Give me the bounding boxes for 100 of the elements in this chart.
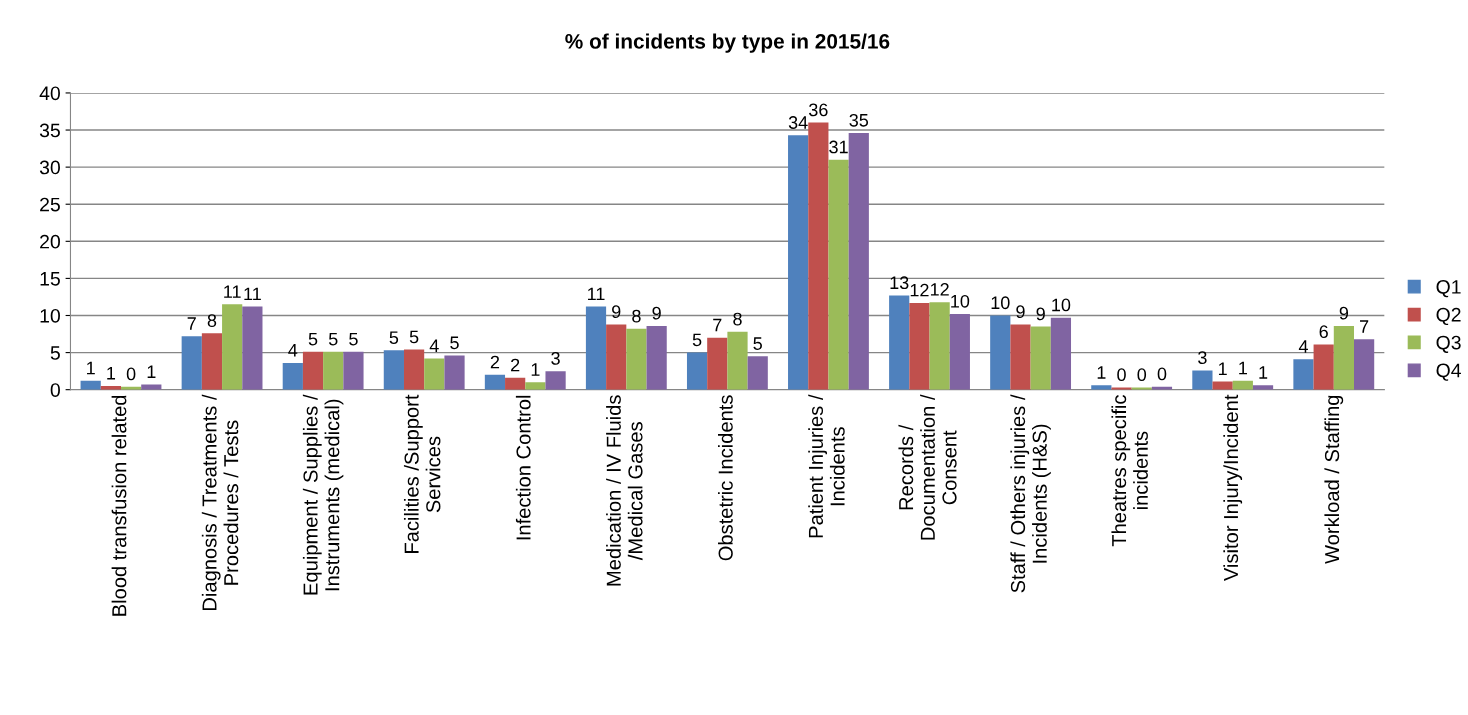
x-tick-label: Facilities /Support Services bbox=[403, 394, 441, 553]
x-tick-label: Infection Control bbox=[515, 395, 531, 540]
bar bbox=[828, 159, 849, 390]
x-tick-label: Visitor Injury/Incident bbox=[1223, 394, 1243, 582]
data-label: 11 bbox=[244, 287, 261, 301]
y-tick-label: 25 bbox=[40, 197, 60, 212]
bar bbox=[282, 362, 303, 390]
data-label: 2 bbox=[490, 355, 500, 369]
legend-label: Q2 bbox=[1436, 307, 1461, 326]
bar bbox=[626, 328, 647, 390]
data-label: 4 bbox=[288, 344, 298, 357]
bar bbox=[606, 324, 627, 390]
bar bbox=[484, 374, 506, 390]
bar bbox=[424, 358, 445, 390]
bar bbox=[646, 325, 667, 390]
y-tick-label: 35 bbox=[39, 123, 60, 138]
bar bbox=[1354, 339, 1375, 390]
legend-label: Q3 bbox=[1436, 335, 1461, 353]
data-label: 5 bbox=[692, 333, 702, 347]
data-label: 10 bbox=[991, 296, 1010, 310]
x-tick-label: Diagnosis / Treatments / Procedures / Tests bbox=[201, 394, 239, 611]
bar bbox=[505, 377, 526, 390]
legend-label: Q4 bbox=[1436, 363, 1461, 381]
data-label: 13 bbox=[890, 276, 909, 290]
data-label: 12 bbox=[930, 283, 949, 296]
bar bbox=[323, 351, 344, 390]
bar bbox=[302, 351, 324, 390]
data-label: 34 bbox=[788, 116, 808, 129]
bar bbox=[141, 384, 162, 390]
data-label: 31 bbox=[829, 140, 848, 154]
data-label: 9 bbox=[612, 305, 621, 319]
bar bbox=[1111, 387, 1132, 390]
chart-title: % of incidents by type in 2015/16 bbox=[565, 33, 890, 53]
data-label: 6 bbox=[1319, 325, 1328, 339]
x-tick-label: Blood transfusion related bbox=[111, 395, 127, 616]
data-label: 7 bbox=[713, 318, 722, 332]
data-label: 0 bbox=[1137, 368, 1147, 382]
data-label: 9 bbox=[652, 306, 661, 320]
y-tick-label: 10 bbox=[40, 308, 60, 323]
data-label: 5 bbox=[328, 332, 338, 346]
data-label: 4 bbox=[429, 339, 439, 352]
bar bbox=[949, 314, 970, 390]
data-label: 1 bbox=[87, 361, 95, 375]
bar bbox=[929, 302, 950, 390]
data-label: 9 bbox=[1016, 305, 1025, 319]
data-label: 9 bbox=[1339, 306, 1349, 320]
data-label: 1 bbox=[147, 365, 156, 378]
bar bbox=[1050, 317, 1072, 390]
data-label: 5 bbox=[308, 332, 318, 346]
data-label: 0 bbox=[126, 367, 136, 381]
bar bbox=[889, 295, 910, 390]
data-label: 10 bbox=[1052, 298, 1071, 312]
data-label: 7 bbox=[187, 317, 196, 330]
data-label: 1 bbox=[1218, 362, 1227, 375]
data-label: 2 bbox=[511, 358, 520, 372]
x-tick-label: Workload / Staffing bbox=[1324, 395, 1344, 564]
data-label: 1 bbox=[1239, 361, 1247, 375]
data-label: 1 bbox=[107, 367, 116, 380]
x-tick-label: Records / Documentation / Consent bbox=[898, 394, 957, 540]
bar bbox=[403, 349, 425, 390]
bar bbox=[788, 135, 809, 390]
bar bbox=[222, 304, 243, 390]
bar bbox=[909, 302, 930, 390]
bar bbox=[242, 306, 263, 390]
data-label: 1 bbox=[1097, 366, 1106, 379]
y-tick-label: 30 bbox=[39, 160, 60, 175]
bar bbox=[585, 306, 607, 390]
data-label: 7 bbox=[1360, 320, 1369, 333]
y-tick-label: 40 bbox=[39, 86, 60, 101]
bar bbox=[1293, 359, 1314, 390]
bar bbox=[808, 122, 829, 390]
data-label: 5 bbox=[349, 332, 358, 346]
data-label: 1 bbox=[1259, 366, 1268, 379]
y-tick-label: 20 bbox=[40, 234, 60, 249]
x-tick-label: Obstetric Incidents bbox=[718, 395, 733, 561]
bar bbox=[1313, 344, 1334, 390]
bar bbox=[1030, 326, 1051, 390]
x-tick-label: Theatres specific incidents bbox=[1111, 395, 1148, 547]
data-label: 8 bbox=[733, 312, 742, 326]
data-label: 35 bbox=[849, 113, 869, 127]
data-label: 10 bbox=[951, 294, 970, 308]
bar bbox=[707, 337, 728, 390]
data-label: 1 bbox=[531, 363, 540, 376]
x-tick-label: Equipment / Supplies / Instruments (medical) bbox=[302, 394, 344, 595]
bar bbox=[990, 315, 1011, 390]
data-label: 36 bbox=[809, 103, 828, 117]
bar bbox=[181, 336, 202, 390]
data-label: 11 bbox=[224, 285, 241, 298]
bar bbox=[545, 371, 566, 390]
bar bbox=[525, 382, 546, 390]
bar bbox=[1010, 324, 1031, 390]
bar bbox=[1192, 370, 1213, 390]
x-tick-label: Medication / IV Fluids /Medical Gases bbox=[606, 395, 643, 586]
y-tick-label: 5 bbox=[50, 346, 60, 360]
data-label: 11 bbox=[588, 287, 605, 301]
bar bbox=[848, 133, 869, 390]
bar bbox=[444, 355, 465, 390]
data-label: 8 bbox=[207, 314, 217, 327]
data-label: 8 bbox=[632, 309, 641, 323]
data-label: 5 bbox=[450, 336, 459, 350]
